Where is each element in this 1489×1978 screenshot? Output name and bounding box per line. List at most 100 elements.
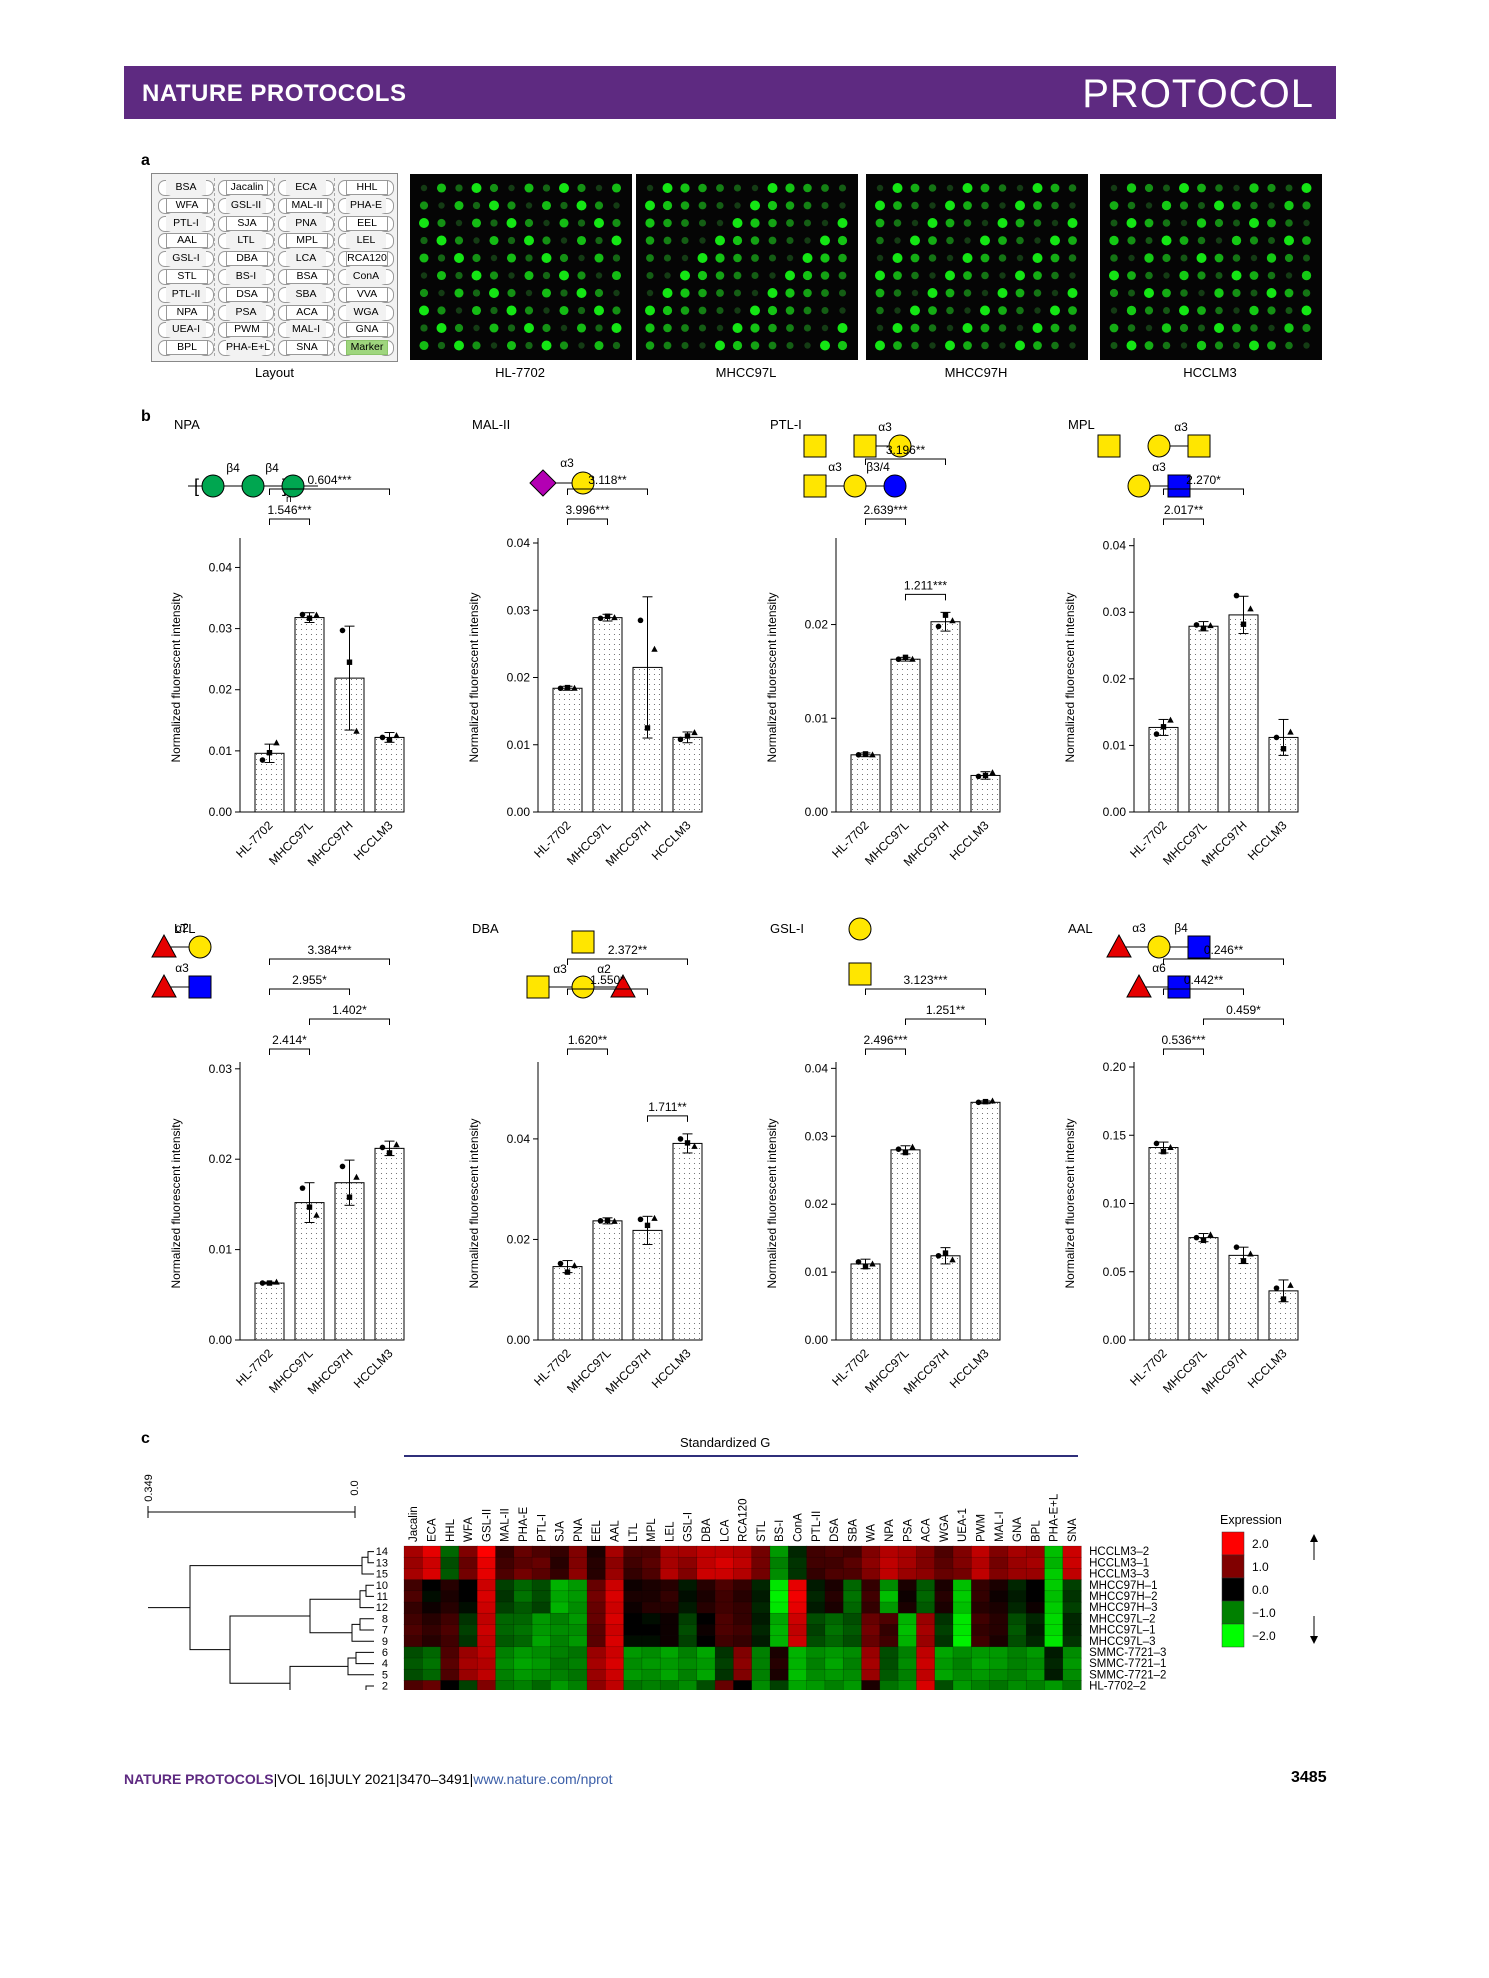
dendrogram-leaf-number: 10 <box>376 1580 388 1592</box>
heatmap-column-label: MPL <box>646 1518 658 1542</box>
data-point <box>677 1136 684 1142</box>
array-spot <box>611 235 622 246</box>
heatmap-cell <box>422 1568 442 1581</box>
array-spot <box>945 340 955 351</box>
array-spot <box>1285 272 1293 279</box>
glycan-linkage: α6 <box>1152 961 1166 975</box>
array-spot <box>576 288 587 298</box>
y-tick-label: 0.00 <box>209 1333 233 1347</box>
heatmap-cell <box>897 1657 917 1670</box>
heatmap-column-label: STL <box>756 1520 768 1542</box>
heatmap-cell <box>495 1601 515 1614</box>
array-spot <box>750 323 760 333</box>
heatmap-cell <box>916 1680 936 1690</box>
layout-label: LEL <box>346 233 386 249</box>
layout-cell: ECA <box>278 180 334 196</box>
data-point <box>1153 1140 1160 1147</box>
array-spot <box>821 306 829 315</box>
layout-label: AAL <box>166 233 208 249</box>
heatmap-cell <box>879 1556 899 1569</box>
glycan-circle <box>848 917 872 941</box>
array-spot <box>489 200 499 211</box>
array-spot <box>1033 271 1042 280</box>
layout-cell: LEL <box>338 233 394 250</box>
array-spot <box>613 202 620 209</box>
array-spot <box>595 272 603 279</box>
heatmap-cell <box>714 1556 734 1569</box>
heatmap-cell <box>641 1646 661 1659</box>
heatmap-column-label: PSA <box>902 1519 914 1542</box>
heatmap-row-label: SMMC-7721–3 <box>1089 1647 1166 1659</box>
array-spot <box>999 342 1006 349</box>
array-spot <box>437 306 446 315</box>
heatmap-cell <box>422 1635 442 1648</box>
array-spot <box>471 183 482 193</box>
array-spot <box>1249 271 1259 280</box>
bar-mhcc97h <box>632 666 663 813</box>
array-spot <box>1126 305 1137 316</box>
bar-chart-aal: AAL α3 β4 α6 0.00 0.05 0.10 0.15 0.20 Normalized … <box>1063 921 1299 1397</box>
heatmap-column-label: RCA120 <box>738 1499 750 1542</box>
heatmap-cell <box>458 1556 478 1569</box>
glycan-linkage: β4 <box>1174 921 1188 935</box>
footer-url[interactable]: www.nature.com/nprot <box>473 1771 613 1787</box>
array-spot <box>419 305 429 316</box>
heatmap-cell <box>824 1657 844 1670</box>
array-spot <box>876 306 884 315</box>
data-point <box>651 1214 658 1221</box>
heatmap-cell <box>623 1556 643 1569</box>
heatmap-cell <box>550 1646 570 1659</box>
array-spot <box>612 218 621 228</box>
heatmap-cell <box>769 1590 789 1603</box>
data-point <box>299 611 306 618</box>
heatmap-cell <box>806 1668 826 1681</box>
data-point <box>1207 622 1214 629</box>
heatmap-cell <box>879 1668 899 1681</box>
array-spot <box>455 219 463 227</box>
heatmap-cell <box>751 1568 771 1581</box>
heatmap-cell <box>916 1624 936 1637</box>
array-spot <box>1068 306 1077 315</box>
heatmap-column-label: NPA <box>884 1519 896 1542</box>
heatmap-cell <box>1025 1646 1046 1659</box>
heatmap-cell <box>1007 1590 1027 1603</box>
array-spot <box>595 324 603 332</box>
array-spot <box>946 324 954 332</box>
heatmap-cell <box>751 1646 771 1659</box>
y-tick-label: 0.04 <box>507 536 531 550</box>
glycan-circle <box>241 474 265 498</box>
array-spot <box>945 200 955 211</box>
heatmap-cell <box>495 1646 515 1659</box>
heatmap-cell <box>1062 1680 1082 1690</box>
array-spot <box>963 341 972 350</box>
array-spot <box>612 254 621 262</box>
data-point <box>266 1280 273 1286</box>
bar-mhcc97h <box>1228 614 1259 813</box>
heatmap-cell <box>1062 1545 1082 1558</box>
array-spot <box>560 289 568 297</box>
array-spot <box>525 289 533 297</box>
dendrogram-branch <box>347 1657 374 1676</box>
array-spot <box>767 200 778 211</box>
heatmap-cell <box>440 1668 460 1681</box>
legend-up-arrow-head <box>1310 1534 1318 1542</box>
heatmap-cell <box>824 1635 844 1648</box>
heatmap-cell <box>861 1624 881 1637</box>
array-spot <box>506 253 517 263</box>
glycan-circle <box>1127 474 1151 498</box>
glycan-triangle <box>151 973 177 998</box>
dendrogram-branch <box>229 1615 310 1684</box>
bar-hl-7702 <box>254 752 285 813</box>
array-spot <box>1016 324 1024 332</box>
significance-bracket <box>865 458 946 465</box>
glycan-linkage: α3 <box>1132 921 1146 935</box>
array-spot <box>578 342 585 349</box>
array-spot <box>1109 270 1119 281</box>
array-spot <box>751 184 759 192</box>
microarray-3 <box>1100 174 1322 360</box>
array-spot <box>803 183 812 193</box>
array-spot <box>663 323 672 333</box>
data-point <box>386 1150 393 1156</box>
heatmap-cell <box>550 1635 570 1648</box>
array-spot <box>1144 306 1154 315</box>
